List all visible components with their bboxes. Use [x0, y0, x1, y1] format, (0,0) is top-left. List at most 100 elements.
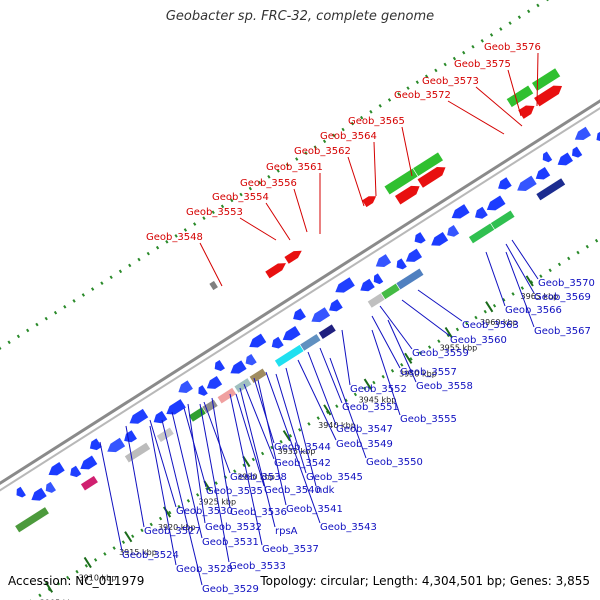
reverse-gene-leader	[235, 393, 265, 487]
reverse-gene-label: Geob_3538	[230, 472, 287, 483]
reverse-gene-arrow	[447, 225, 460, 237]
reverse-gene-arrow	[230, 360, 247, 374]
tick-label: 3910 kbp	[79, 574, 117, 583]
reverse-gene-arrow	[153, 410, 168, 424]
topology-label: Topology: circular; Length: 4,304,501 bp…	[260, 574, 590, 588]
reverse-gene-arrow	[48, 462, 65, 476]
reverse-gene-label: Geob_3536	[230, 507, 287, 518]
forward-gene-block	[505, 84, 535, 108]
reverse-gene-label: Geob_3557	[400, 367, 457, 378]
forward-gene-label: Geob_3565	[348, 116, 405, 127]
reverse-gene-arrow	[80, 455, 98, 470]
reverse-gene-block	[233, 377, 253, 394]
forward-gene-label: Geob_3573	[422, 76, 479, 87]
reverse-gene-arrow	[574, 126, 591, 141]
reverse-gene-block	[123, 441, 152, 464]
tick-mark	[404, 352, 413, 364]
reverse-gene-leader	[99, 441, 123, 552]
reverse-gene-leader	[319, 347, 343, 404]
reverse-gene-arrow	[517, 175, 537, 191]
forward-gene-label: Geob_3575	[454, 59, 511, 70]
reverse-gene-label: Geob_3566	[505, 305, 562, 316]
forward-gene-label: Geob_3564	[320, 131, 377, 142]
reverse-gene-label: Geob_3563	[462, 320, 519, 331]
reverse-gene-label: Geob_3570	[538, 278, 595, 289]
reverse-gene-arrow	[451, 204, 470, 219]
reverse-gene-label: Geob_3552	[350, 384, 407, 395]
forward-gene-leader	[293, 188, 308, 233]
reverse-gene-label: Geob_3524	[122, 550, 179, 561]
reverse-gene-label: Geob_3567	[534, 326, 591, 337]
tick-mark	[124, 531, 133, 543]
tick-label: 3930 kbp	[237, 473, 275, 482]
forward-gene-block	[412, 151, 444, 177]
forward-gene-leader	[199, 242, 223, 287]
tick-mark	[242, 455, 251, 468]
tick-label: 3965 kbp	[521, 292, 559, 301]
reverse-gene-arrow	[360, 278, 375, 292]
reverse-gene-label: Geob_3545	[306, 472, 363, 483]
tick-label: 3955 kbp	[440, 344, 478, 353]
reverse-gene-label: Geob_3529	[202, 584, 259, 595]
reverse-gene-label: rpsA	[275, 526, 298, 537]
reverse-gene-label: Geob_3540	[264, 485, 321, 496]
reverse-gene-arrow	[431, 231, 449, 246]
reverse-gene-label: Geob_3569	[534, 292, 591, 303]
tick-label: 3915 kbp	[119, 548, 157, 557]
tick-label: 3940 kbp	[318, 421, 356, 430]
reverse-gene-label: Geob_3549	[336, 439, 393, 450]
forward-gene-label: Geob_3572	[394, 90, 451, 101]
forward-gene-leader	[347, 156, 365, 207]
forward-gene-leader	[373, 141, 377, 197]
reverse-gene-leader	[307, 351, 337, 426]
reverse-gene-arrow	[329, 299, 343, 312]
reverse-gene-arrow	[89, 438, 102, 451]
forward-gene-label: Geob_3576	[484, 42, 541, 53]
tick-mark	[444, 326, 453, 339]
reverse-gene-leader	[329, 357, 367, 459]
forward-gene-label: Geob_3561	[266, 162, 323, 173]
reverse-gene-arrow	[396, 258, 407, 270]
forward-gene-label: Geob_3556	[240, 178, 297, 189]
forward-gene-label: Geob_3554	[212, 192, 269, 203]
reverse-gene-arrow	[335, 277, 355, 293]
reverse-gene-leader	[371, 315, 401, 369]
tick-label: 3935 kbp	[278, 447, 316, 456]
reverse-gene-leader	[171, 411, 203, 539]
reverse-gene-label: Geob_3528	[176, 564, 233, 575]
inner-dotted-ring	[29, 236, 600, 600]
reverse-gene-label: Geob_3550	[366, 457, 423, 468]
reverse-gene-leader	[417, 289, 463, 322]
reverse-gene-leader	[371, 329, 401, 416]
reverse-gene-leader	[149, 419, 177, 508]
reverse-gene-arrow	[16, 486, 26, 498]
reverse-gene-leader	[229, 393, 263, 546]
reverse-gene-arrow	[124, 430, 137, 443]
reverse-gene-arrow	[129, 408, 149, 424]
reverse-gene-leader	[387, 319, 417, 383]
backbone-inner-line	[0, 106, 600, 492]
forward-gene-block	[208, 280, 219, 291]
tick-mark	[485, 301, 494, 313]
reverse-gene-label: ndk	[316, 485, 335, 496]
reverse-gene-block	[490, 209, 516, 231]
reverse-gene-arrow	[293, 308, 306, 321]
reverse-gene-leader	[341, 329, 351, 386]
reverse-gene-leader	[253, 377, 275, 444]
reverse-gene-label: Geob_3551	[342, 402, 399, 413]
forward-gene-arrow	[518, 105, 535, 119]
tick-label: 3945 kbp	[359, 395, 397, 404]
reverse-gene-leader	[125, 425, 145, 528]
tick-mark	[162, 506, 172, 518]
reverse-gene-leader	[183, 407, 207, 488]
reverse-gene-block	[468, 222, 496, 245]
reverse-gene-arrow	[535, 166, 551, 180]
reverse-gene-label: Geob_3543	[320, 522, 377, 533]
reverse-gene-block	[317, 323, 337, 340]
forward-gene-arrow	[534, 85, 563, 107]
reverse-gene-label: Geob_3560	[450, 335, 507, 346]
tick-label: 3960 kbp	[480, 318, 518, 327]
reverse-gene-arrow	[311, 307, 331, 323]
reverse-gene-arrow	[596, 131, 600, 142]
reverse-gene-arrow	[31, 487, 47, 501]
